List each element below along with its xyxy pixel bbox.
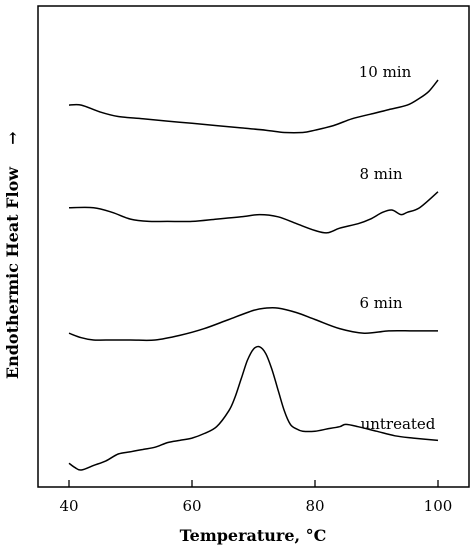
- x-tick-label: 100: [424, 497, 453, 515]
- series-label: untreated: [361, 415, 436, 433]
- x-axis-title: Temperature, °C: [180, 526, 327, 545]
- series-line-untreated: [68, 345, 439, 471]
- x-tick-label: 80: [305, 497, 324, 515]
- series-label: 10 min: [359, 63, 412, 81]
- y-axis-title-group: Endothermic Heat Flow →: [3, 131, 22, 379]
- x-tick-label: 60: [182, 497, 201, 515]
- series-label: 8 min: [360, 165, 403, 183]
- series-line-6-min: [68, 306, 438, 342]
- series-label: 6 min: [360, 294, 403, 312]
- x-tick-label: 40: [59, 497, 78, 515]
- y-axis-arrow: →: [3, 131, 22, 144]
- y-axis-title: Endothermic Heat Flow: [3, 166, 22, 379]
- x-axis: 40 60 80 100: [59, 480, 452, 515]
- series-labels: 10 min 8 min 6 min untreated: [359, 63, 436, 433]
- plot-frame: [37, 5, 470, 488]
- series-line-10-min: [68, 79, 439, 134]
- series-curves: [68, 79, 439, 471]
- series-line-8-min: [68, 191, 439, 234]
